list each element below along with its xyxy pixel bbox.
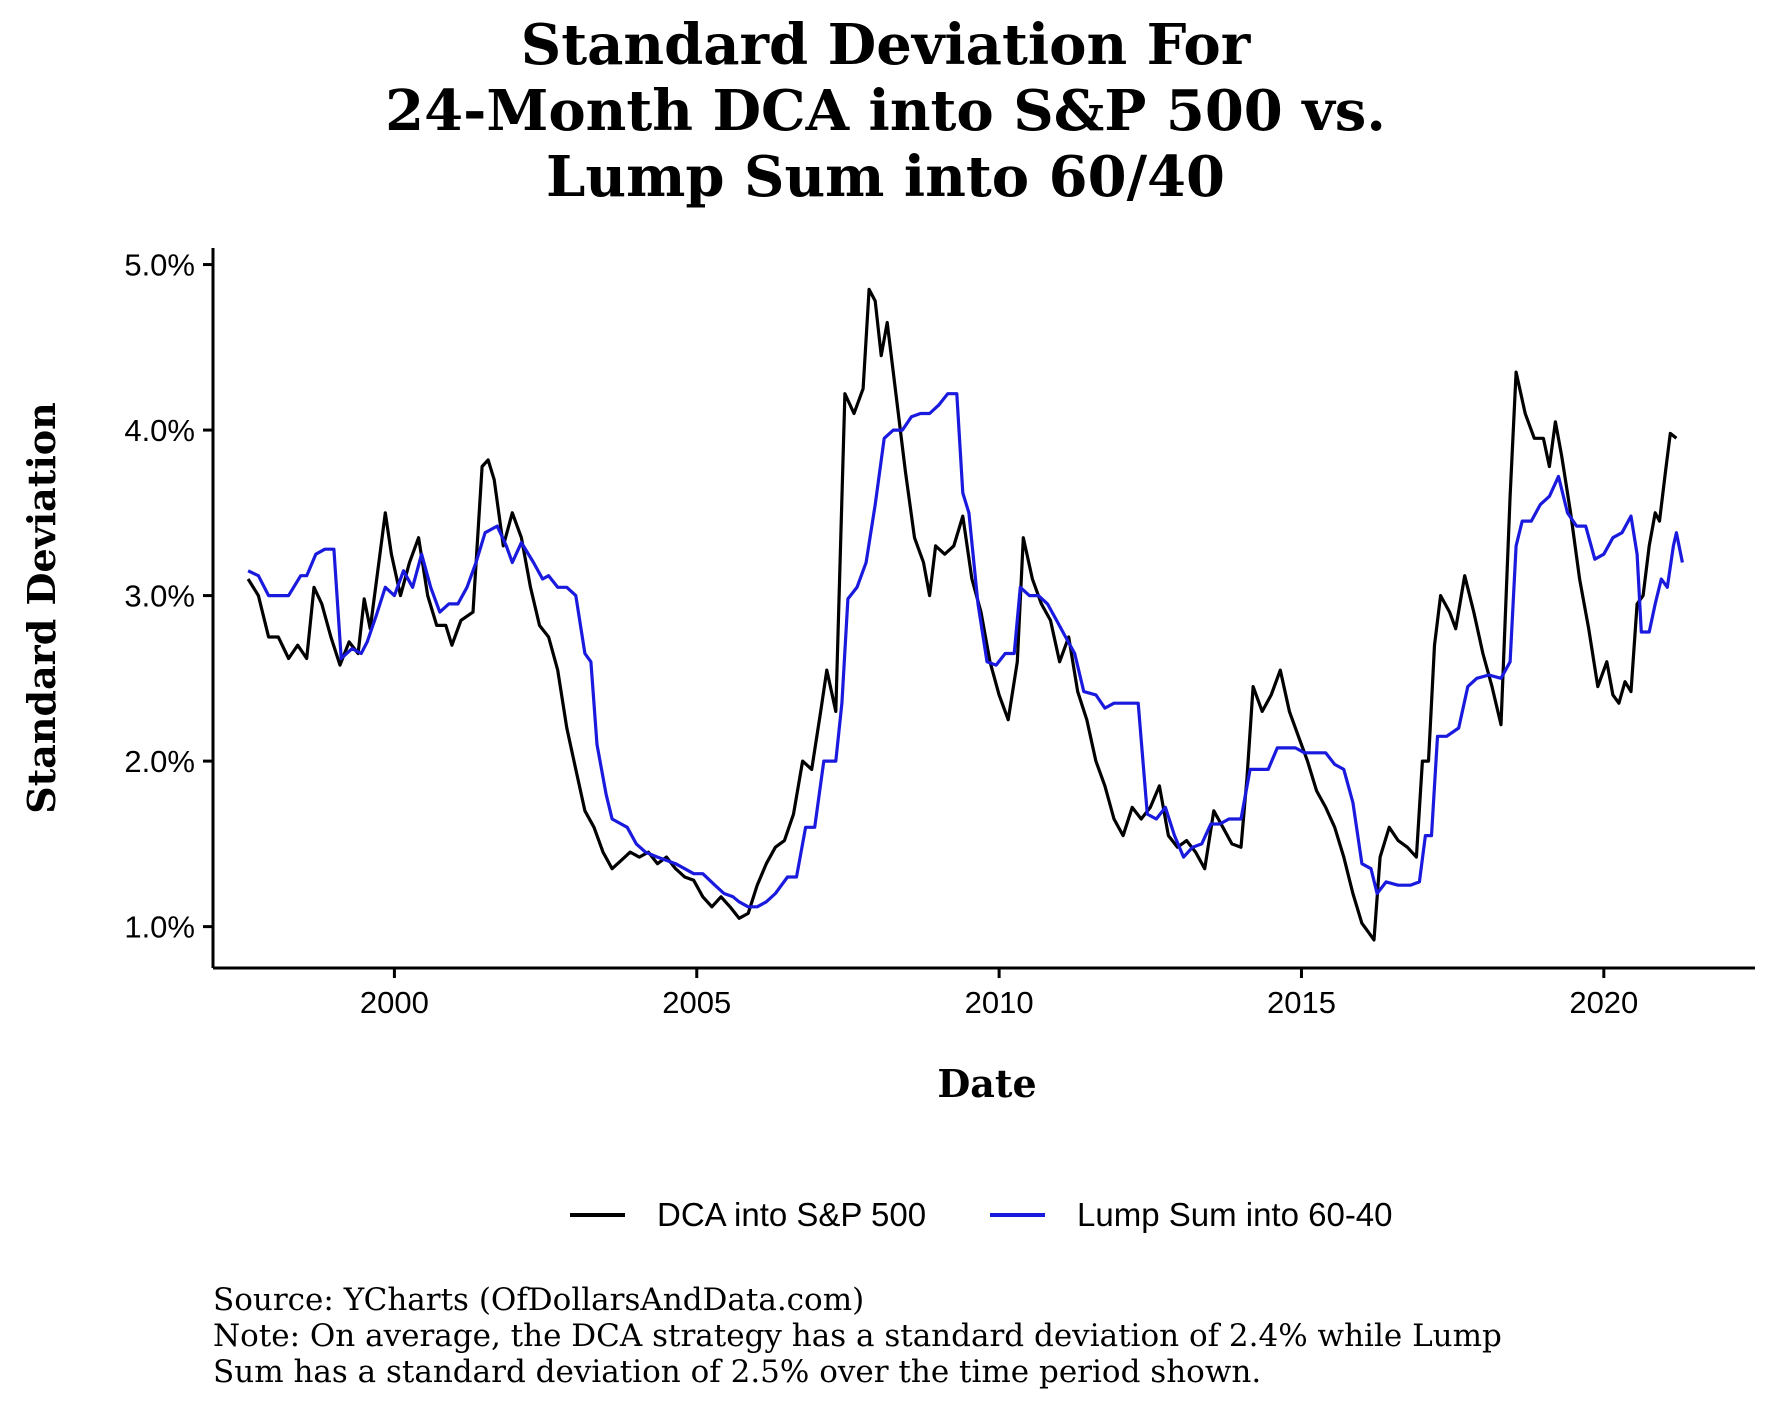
x-tick-label: 2015 [1267, 985, 1336, 1020]
legend-label: DCA into S&P 500 [657, 1196, 926, 1233]
y-tick-label: 1.0% [124, 910, 195, 945]
y-tick-label: 4.0% [124, 413, 195, 448]
y-axis-label: Standard Deviation [19, 402, 64, 814]
chart-title-line-2: 24-Month DCA into S&P 500 vs. [385, 78, 1386, 144]
series-lines [246, 287, 1684, 942]
footer-note: Source: YCharts (OfDollarsAndData.com) N… [213, 1282, 1753, 1390]
x-axis-label: Date [937, 1061, 1036, 1106]
x-tick-label: 2020 [1569, 985, 1638, 1020]
y-tick-label: 2.0% [124, 744, 195, 779]
x-tick-label: 2010 [965, 985, 1034, 1020]
legend: DCA into S&P 500 Lump Sum into 60-40 [570, 1196, 1393, 1233]
legend-label: Lump Sum into 60-40 [1077, 1196, 1393, 1233]
chart-title-line-1: Standard Deviation For [520, 12, 1251, 78]
chart-title-line-3: Lump Sum into 60/40 [546, 144, 1225, 210]
series-line-dca [246, 287, 1678, 942]
series-line-lump-sum [247, 392, 1684, 909]
x-tick-label: 2000 [360, 985, 429, 1020]
y-tick-label: 3.0% [124, 579, 195, 614]
note-text-line-1: Note: On average, the DCA strategy has a… [213, 1318, 1502, 1354]
source-text: Source: YCharts (OfDollarsAndData.com) [213, 1282, 865, 1318]
note-text-line-2: Sum has a standard deviation of 2.5% ove… [213, 1354, 1262, 1390]
y-tick-label: 5.0% [124, 248, 195, 283]
chart-title: Standard Deviation For 24-Month DCA into… [0, 12, 1771, 210]
axes: 1.0% 2.0% 3.0% 4.0% 5.0% 2000 2005 2010 2015 2020… [19, 248, 1755, 1106]
x-tick-label: 2005 [662, 985, 731, 1020]
